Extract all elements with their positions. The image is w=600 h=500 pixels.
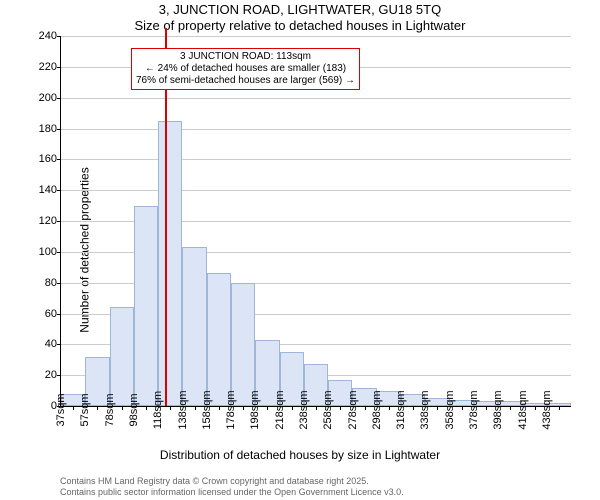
chart-title-2: Size of property relative to detached ho… — [0, 18, 600, 33]
y-tick-mark — [57, 98, 61, 99]
y-tick-label: 20 — [45, 369, 57, 381]
y-tick-label: 200 — [39, 92, 57, 104]
x-tick-mark — [267, 406, 268, 410]
y-tick-label: 80 — [45, 277, 57, 289]
y-tick-mark — [57, 67, 61, 68]
y-tick-label: 220 — [39, 61, 57, 73]
y-tick-label: 60 — [45, 308, 57, 320]
x-tick-label: 398sqm — [492, 390, 504, 429]
x-tick-label: 298sqm — [371, 390, 383, 429]
x-tick-mark — [316, 406, 317, 410]
y-tick-label: 160 — [39, 153, 57, 165]
y-tick-mark — [57, 375, 61, 376]
histogram-bar — [182, 247, 206, 406]
y-tick-mark — [57, 36, 61, 37]
y-tick-mark — [57, 190, 61, 191]
x-tick-mark — [195, 406, 196, 410]
y-tick-label: 40 — [45, 338, 57, 350]
gridline — [61, 190, 571, 191]
y-tick-mark — [57, 314, 61, 315]
x-tick-mark — [559, 406, 560, 410]
x-tick-label: 78sqm — [104, 393, 116, 426]
x-tick-label: 438sqm — [541, 390, 553, 429]
x-tick-mark — [122, 406, 123, 410]
info-box-line3: 76% of semi-detached houses are larger (… — [136, 75, 355, 87]
footer-line-2: Contains public sector information licen… — [60, 487, 404, 497]
x-tick-label: 218sqm — [274, 390, 286, 429]
histogram-bar — [158, 121, 182, 406]
x-tick-mark — [413, 406, 414, 410]
info-box-line2: ← 24% of detached houses are smaller (18… — [136, 63, 355, 75]
histogram-bar — [207, 273, 231, 406]
x-tick-label: 138sqm — [177, 390, 189, 429]
footer-line-1: Contains HM Land Registry data © Crown c… — [60, 476, 369, 486]
y-tick-label: 120 — [39, 215, 57, 227]
x-tick-label: 278sqm — [347, 390, 359, 429]
x-tick-mark — [170, 406, 171, 410]
histogram-bar — [134, 206, 158, 406]
x-tick-label: 118sqm — [152, 391, 164, 429]
y-tick-label: 140 — [39, 184, 57, 196]
gridline — [61, 159, 571, 160]
y-tick-mark — [57, 344, 61, 345]
x-tick-label: 98sqm — [128, 393, 140, 426]
x-tick-label: 238sqm — [298, 390, 310, 429]
info-box: 3 JUNCTION ROAD: 113sqm← 24% of detached… — [131, 48, 360, 90]
x-tick-mark — [340, 406, 341, 410]
x-tick-label: 178sqm — [225, 390, 237, 429]
y-tick-mark — [57, 159, 61, 160]
gridline — [61, 98, 571, 99]
x-tick-mark — [535, 406, 536, 410]
x-tick-label: 198sqm — [249, 390, 261, 429]
x-tick-mark — [292, 406, 293, 410]
y-tick-mark — [57, 129, 61, 130]
x-tick-label: 358sqm — [444, 390, 456, 429]
y-tick-label: 240 — [39, 30, 57, 42]
x-tick-mark — [243, 406, 244, 410]
gridline — [61, 129, 571, 130]
histogram-bar — [110, 307, 134, 406]
y-tick-mark — [57, 252, 61, 253]
gridline — [61, 36, 571, 37]
x-axis-label: Distribution of detached houses by size … — [0, 448, 600, 462]
histogram-bar — [231, 283, 255, 406]
x-tick-label: 338sqm — [419, 390, 431, 429]
x-tick-mark — [97, 406, 98, 410]
x-tick-label: 57sqm — [79, 393, 91, 426]
plot-area: 02040608010012014016018020022024037sqm57… — [60, 36, 571, 407]
x-tick-label: 418sqm — [517, 390, 529, 429]
x-tick-mark — [437, 406, 438, 410]
x-tick-mark — [219, 406, 220, 410]
x-tick-mark — [365, 406, 366, 410]
chart-title-1: 3, JUNCTION ROAD, LIGHTWATER, GU18 5TQ — [0, 2, 600, 17]
x-tick-label: 37sqm — [55, 393, 67, 426]
x-tick-label: 258sqm — [322, 390, 334, 429]
x-tick-label: 318sqm — [395, 390, 407, 429]
x-tick-label: 378sqm — [468, 390, 480, 429]
x-tick-mark — [462, 406, 463, 410]
y-tick-label: 180 — [39, 123, 57, 135]
x-tick-mark — [510, 406, 511, 410]
x-tick-mark — [73, 406, 74, 410]
y-tick-mark — [57, 221, 61, 222]
x-tick-mark — [146, 406, 147, 410]
chart-wrapper: 3, JUNCTION ROAD, LIGHTWATER, GU18 5TQ S… — [0, 0, 600, 500]
x-tick-mark — [486, 406, 487, 410]
x-tick-label: 158sqm — [201, 390, 213, 429]
y-tick-label: 100 — [39, 246, 57, 258]
y-tick-mark — [57, 283, 61, 284]
info-box-line1: 3 JUNCTION ROAD: 113sqm — [136, 51, 355, 63]
x-tick-mark — [389, 406, 390, 410]
